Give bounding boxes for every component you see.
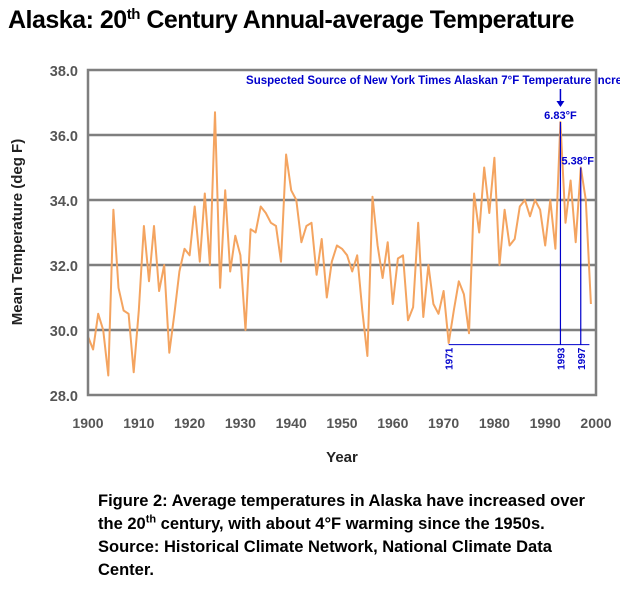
plot-area [88,70,596,395]
chart-title: Alaska: 20th Century Annual-average Temp… [8,6,574,34]
year-1997-label: 1997 [577,347,588,370]
peak-1997-label: 5.38°F [561,156,594,168]
x-tick-label: 1900 [72,415,103,431]
temperature-chart: Suspected Source of New York Times Alask… [9,64,620,466]
y-tick-label: 38.0 [50,64,78,80]
plot-border [86,68,598,397]
x-axis-label: Year [326,449,358,466]
y-tick-label: 36.0 [50,129,78,145]
x-tick-label: 1930 [225,415,256,431]
y-tick-label: 30.0 [50,324,78,340]
y-axis-label: Mean Temperature (deg F) [9,139,26,325]
x-tick-label: 1970 [428,415,459,431]
year-1993-label: 1993 [556,347,567,370]
y-tick-label: 32.0 [50,259,78,275]
x-tick-label: 1960 [377,415,408,431]
x-tick-label: 1950 [326,415,357,431]
peak-1993-label: 6.83°F [544,110,577,122]
x-tick-label: 1910 [123,415,154,431]
source-note-label: Suspected Source of New York Times Alask… [246,75,620,87]
x-tick-label: 2000 [580,415,611,431]
x-tick-label: 1980 [479,415,510,431]
y-tick-label: 28.0 [50,389,78,405]
y-tick-label: 34.0 [50,194,78,210]
temperature-series-line [87,111,592,377]
x-tick-label: 1920 [174,415,205,431]
x-tick-label: 1940 [276,415,307,431]
figure-caption: Figure 2: Average temperatures in Alaska… [98,492,585,579]
x-tick-label: 1990 [530,415,561,431]
year-1971-label: 1971 [445,347,456,370]
arrow-head-icon [556,101,565,107]
